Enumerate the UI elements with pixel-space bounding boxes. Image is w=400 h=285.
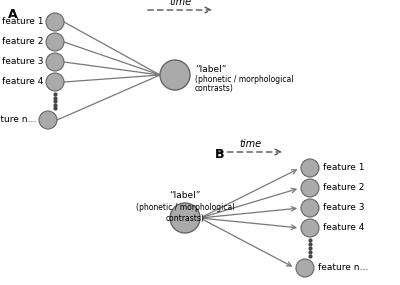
- Text: feature 4: feature 4: [323, 223, 364, 233]
- Circle shape: [301, 199, 319, 217]
- Circle shape: [160, 60, 190, 90]
- Text: feature n…: feature n…: [318, 264, 368, 272]
- Text: B: B: [215, 148, 224, 161]
- Text: feature 2: feature 2: [2, 38, 43, 46]
- Text: feature 1: feature 1: [2, 17, 43, 27]
- Circle shape: [301, 179, 319, 197]
- Circle shape: [46, 53, 64, 71]
- Text: feature 2: feature 2: [323, 184, 364, 192]
- Text: feature 4: feature 4: [2, 78, 43, 87]
- Circle shape: [296, 259, 314, 277]
- Circle shape: [46, 33, 64, 51]
- Text: feature 3: feature 3: [323, 203, 364, 213]
- Text: contrasts): contrasts): [195, 84, 234, 93]
- Circle shape: [301, 159, 319, 177]
- Text: feature 1: feature 1: [323, 164, 364, 172]
- Circle shape: [39, 111, 57, 129]
- Text: feature 3: feature 3: [2, 58, 43, 66]
- Text: (phonetic / morphological: (phonetic / morphological: [136, 203, 234, 213]
- Circle shape: [301, 219, 319, 237]
- Text: time: time: [169, 0, 191, 7]
- Text: contrasts): contrasts): [166, 215, 204, 223]
- Circle shape: [46, 13, 64, 31]
- Text: time: time: [239, 139, 261, 149]
- Text: A: A: [8, 8, 18, 21]
- Text: feature n…: feature n…: [0, 115, 36, 125]
- Text: “label”: “label”: [195, 64, 226, 74]
- Circle shape: [170, 203, 200, 233]
- Text: (phonetic / morphological: (phonetic / morphological: [195, 76, 294, 84]
- Text: “label”: “label”: [169, 192, 201, 201]
- Circle shape: [46, 73, 64, 91]
